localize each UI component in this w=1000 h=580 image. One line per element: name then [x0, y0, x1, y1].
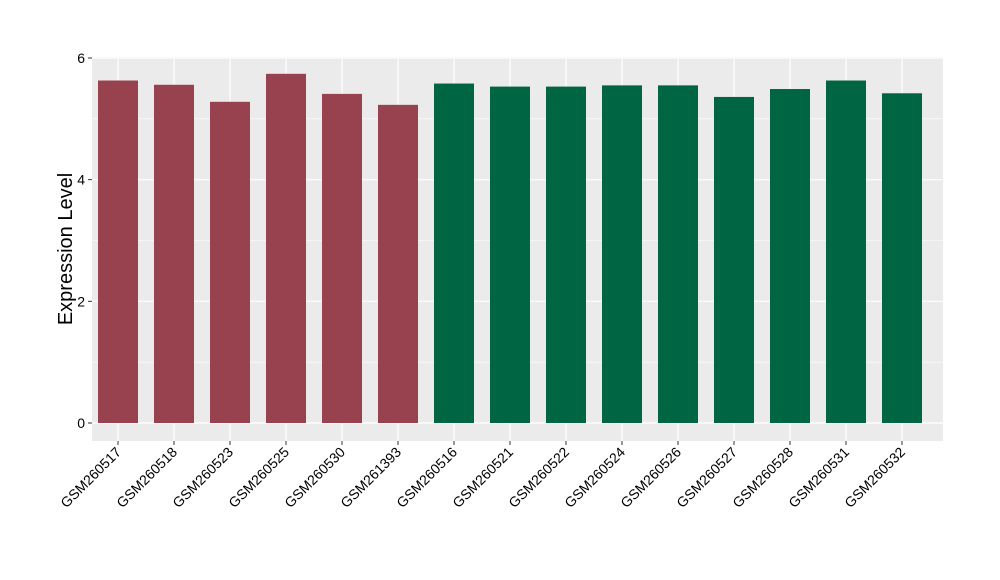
x-tick-label: GSM260532: [841, 444, 908, 511]
bar-GSM260517: [98, 80, 138, 423]
bar-GSM260527: [714, 96, 754, 423]
bar-GSM260526: [658, 85, 698, 423]
bar-GSM260523: [210, 101, 250, 424]
bar-GSM260516: [434, 83, 474, 424]
y-axis: 0 2 4 6: [77, 50, 92, 431]
bar-GSM260531: [826, 80, 866, 423]
bar-GSM260532: [882, 93, 922, 424]
bar-GSM260530: [322, 93, 362, 424]
y-tick-label: 4: [77, 172, 85, 188]
y-axis-label: Expression Level: [55, 173, 77, 325]
x-axis: GSM260517GSM260518GSM260523GSM260525GSM2…: [57, 441, 908, 511]
bars: [98, 73, 922, 424]
bar-GSM260528: [770, 89, 810, 424]
y-tick-label: 0: [77, 415, 85, 431]
y-tick-label: 2: [77, 293, 85, 309]
bar-GSM260522: [546, 86, 586, 423]
bar-GSM261393: [378, 104, 418, 423]
y-tick-label: 6: [77, 50, 85, 66]
bar-GSM260521: [490, 86, 530, 423]
bar-GSM260525: [266, 73, 306, 424]
bar-GSM260518: [154, 84, 194, 424]
bar-GSM260524: [602, 85, 642, 423]
